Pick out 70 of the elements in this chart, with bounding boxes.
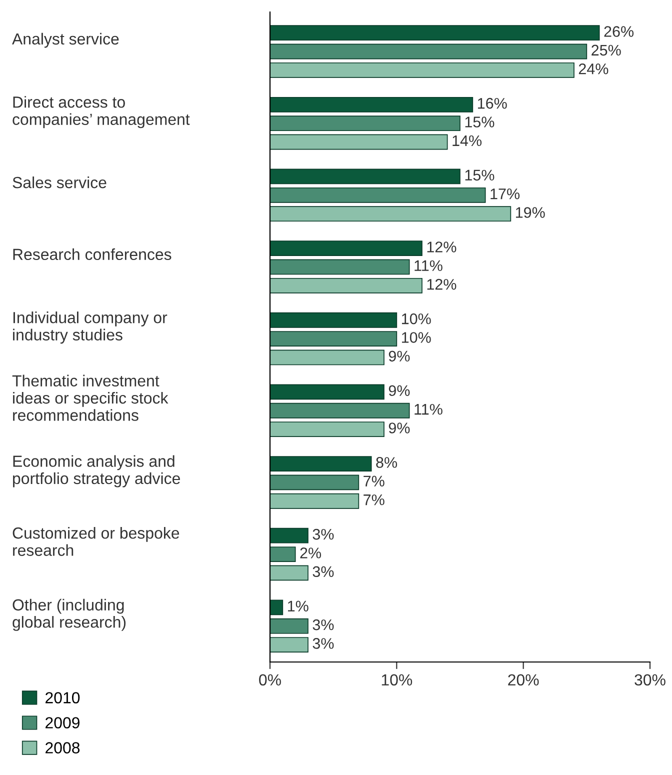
bar	[270, 168, 460, 184]
data-label: 17%	[490, 188, 520, 200]
bar	[270, 240, 422, 256]
y-tick-label: Customized or bespoke research	[12, 527, 180, 556]
bar	[270, 474, 360, 490]
bar	[270, 565, 308, 581]
y-tick-label: Thematic investment ideas or specific stock recommendations	[12, 374, 168, 421]
data-label: 25%	[592, 44, 621, 56]
data-label: 7%	[364, 494, 384, 506]
legend-label: 2010	[46, 692, 80, 704]
data-label: 3%	[312, 619, 334, 630]
data-label: 19%	[516, 207, 545, 218]
bar	[270, 456, 372, 472]
bar	[270, 422, 384, 437]
y-tick-label: Other (including global research)	[12, 598, 126, 631]
data-label: 10%	[402, 313, 431, 324]
data-label: 9%	[388, 385, 410, 396]
data-label: 2%	[300, 548, 322, 558]
bar	[270, 384, 384, 400]
y-tick-label: Individual company or industry studies	[13, 312, 168, 344]
data-label: 3%	[312, 566, 334, 578]
bar	[270, 402, 410, 418]
y-tick-label: Direct access to companies’ management	[12, 96, 190, 128]
bar	[270, 187, 486, 203]
legend-label: 2008	[46, 742, 80, 754]
bar	[270, 134, 448, 150]
data-label: 9%	[388, 422, 410, 434]
data-label: 11%	[414, 404, 442, 415]
bar	[270, 116, 460, 132]
bar	[270, 259, 410, 275]
data-label: 12%	[427, 278, 456, 290]
data-label: 15%	[465, 116, 494, 128]
data-label: 26%	[604, 26, 634, 37]
data-label: 16%	[478, 98, 507, 109]
data-label: 3%	[312, 638, 334, 649]
bar	[270, 278, 422, 294]
data-label: 15%	[465, 170, 494, 181]
bar	[270, 546, 296, 562]
x-tick-label: 20%	[508, 674, 539, 686]
bar	[270, 206, 512, 222]
bar	[270, 96, 474, 112]
data-label: 10%	[402, 332, 431, 343]
data-label: 9%	[388, 350, 410, 362]
data-label: 7%	[364, 476, 384, 486]
bar	[270, 331, 398, 346]
bar	[270, 493, 360, 509]
data-label: 12%	[427, 242, 456, 252]
data-label: 8%	[376, 457, 398, 468]
x-tick-label: 0%	[259, 674, 281, 686]
x-tick-label: 10%	[382, 674, 412, 686]
bar	[270, 350, 384, 366]
bar	[270, 528, 308, 544]
bar	[270, 600, 284, 616]
data-label: 24%	[578, 63, 608, 74]
legend-label: 2009	[46, 717, 80, 728]
data-label: 14%	[452, 135, 482, 146]
bar	[270, 62, 574, 78]
bar	[270, 637, 308, 652]
bar	[270, 312, 398, 328]
y-tick-label: Analyst service	[12, 32, 119, 48]
data-label: 3%	[312, 528, 334, 540]
y-tick-label: Research conferences	[13, 248, 172, 260]
y-tick-label: Sales service	[12, 176, 106, 188]
data-label: 11%	[414, 260, 442, 272]
bar	[270, 44, 588, 60]
data-label: 1%	[288, 600, 308, 612]
x-tick-label: 30%	[634, 674, 666, 686]
bar	[270, 618, 308, 634]
y-tick-label: Economic analysis and portfolio strategy advice	[13, 455, 180, 488]
bar	[270, 25, 600, 41]
